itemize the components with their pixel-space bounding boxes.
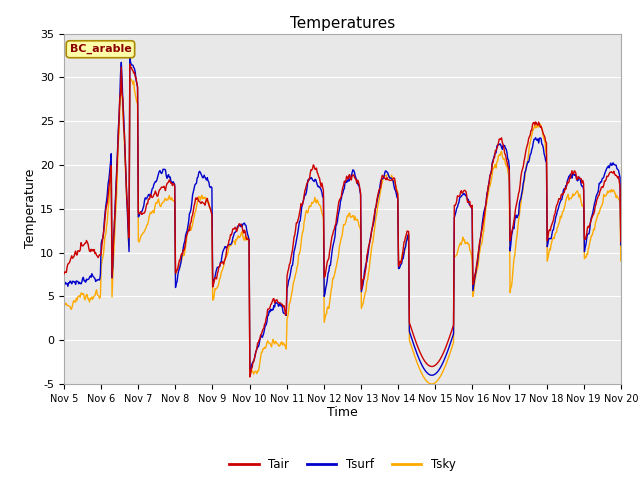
Tsurf <box>60 284 68 289</box>
Tsurf <box>617 242 625 248</box>
Tsky <box>70 298 78 303</box>
X-axis label: Time: Time <box>327 407 358 420</box>
Title: Temperatures: Temperatures <box>290 16 395 31</box>
Tsurf <box>411 345 419 350</box>
Tsky <box>428 381 435 387</box>
Tsky <box>60 301 68 307</box>
Line: Tsky: Tsky <box>64 76 621 384</box>
Tsky <box>214 283 222 288</box>
Tsurf <box>428 372 435 378</box>
Tsky <box>428 381 436 387</box>
Tsky <box>185 224 193 230</box>
Tair <box>412 338 419 344</box>
Tair <box>128 67 136 72</box>
Tair <box>617 239 625 245</box>
Tair <box>185 227 193 233</box>
Tair <box>60 271 68 276</box>
Tair <box>214 268 222 274</box>
Tair <box>126 61 134 67</box>
Tsurf <box>126 55 134 61</box>
Tsurf <box>70 279 78 285</box>
Text: BC_arable: BC_arable <box>70 44 131 54</box>
Tair <box>246 374 253 380</box>
Tsurf <box>214 264 222 270</box>
Tsurf <box>428 372 436 378</box>
Y-axis label: Temperature: Temperature <box>24 169 37 249</box>
Line: Tair: Tair <box>64 64 621 377</box>
Tair <box>428 364 436 370</box>
Tsky <box>617 258 625 264</box>
Tsky <box>118 73 125 79</box>
Tsurf <box>185 218 193 224</box>
Legend: Tair, Tsurf, Tsky: Tair, Tsurf, Tsky <box>225 454 460 476</box>
Tsurf <box>128 62 136 68</box>
Tsky <box>411 354 419 360</box>
Line: Tsurf: Tsurf <box>64 58 621 375</box>
Tair <box>70 253 78 259</box>
Tsky <box>128 78 136 84</box>
